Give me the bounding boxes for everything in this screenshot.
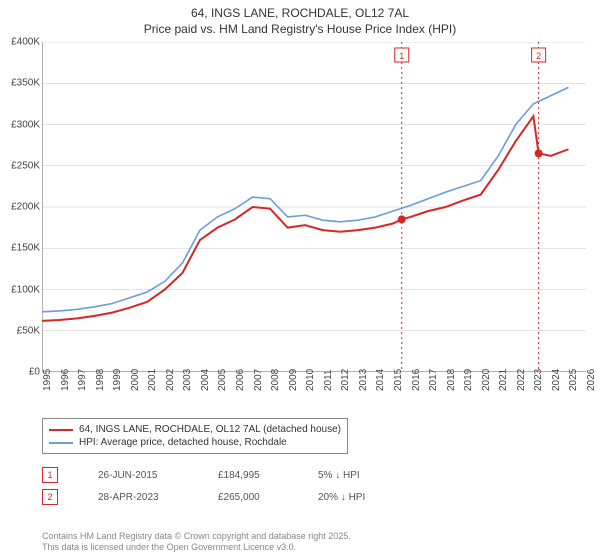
x-tick-label: 2001	[147, 369, 158, 391]
title-line1: 64, INGS LANE, ROCHDALE, OL12 7AL	[0, 6, 600, 22]
x-tick-label: 2023	[533, 369, 544, 391]
x-tick-label: 2013	[358, 369, 369, 391]
x-tick-label: 2014	[375, 369, 386, 391]
x-tick-label: 2019	[463, 369, 474, 391]
x-tick-label: 2004	[200, 369, 211, 391]
x-tick-label: 2024	[551, 369, 562, 391]
y-tick-label: £50K	[17, 325, 40, 336]
transaction-table: 1 26-JUN-2015 £184,995 5% ↓ HPI 2 28-APR-2023…	[42, 464, 408, 508]
title-line2: Price paid vs. HM Land Registry's House …	[0, 22, 600, 38]
y-tick-label: £200K	[11, 202, 40, 213]
x-tick-label: 1997	[77, 369, 88, 391]
x-tick-label: 2011	[323, 369, 334, 391]
legend-swatch	[49, 442, 73, 444]
y-tick-label: £0	[29, 367, 40, 378]
x-tick-label: 2025	[568, 369, 579, 391]
x-tick-label: 2016	[411, 369, 422, 391]
transaction-row: 2 28-APR-2023 £265,000 20% ↓ HPI	[42, 486, 408, 508]
legend-label: 64, INGS LANE, ROCHDALE, OL12 7AL (detac…	[79, 424, 341, 435]
x-tick-label: 1999	[112, 369, 123, 391]
x-tick-label: 2005	[217, 369, 228, 391]
x-tick-label: 2021	[498, 369, 509, 391]
transaction-price: £265,000	[218, 492, 278, 503]
footer-line2: This data is licensed under the Open Gov…	[42, 542, 351, 554]
transaction-marker: 2	[42, 489, 58, 505]
chart-plot-area: 12	[42, 42, 586, 372]
x-tick-label: 2010	[305, 369, 316, 391]
x-tick-label: 2000	[130, 369, 141, 391]
x-axis: 1995199619971998199920002001200220032004…	[42, 375, 586, 415]
x-tick-label: 2017	[428, 369, 439, 391]
title-block: 64, INGS LANE, ROCHDALE, OL12 7AL Price …	[0, 0, 600, 37]
footer: Contains HM Land Registry data © Crown c…	[42, 531, 351, 554]
legend-row: HPI: Average price, detached house, Roch…	[49, 436, 341, 449]
svg-text:1: 1	[399, 51, 404, 61]
x-tick-label: 2007	[253, 369, 264, 391]
y-axis: £0£50K£100K£150K£200K£250K£300K£350K£400…	[0, 42, 42, 372]
transaction-pct: 5% ↓ HPI	[318, 470, 408, 481]
y-tick-label: £400K	[11, 37, 40, 48]
footer-line1: Contains HM Land Registry data © Crown c…	[42, 531, 351, 543]
transaction-price: £184,995	[218, 470, 278, 481]
legend: 64, INGS LANE, ROCHDALE, OL12 7AL (detac…	[42, 418, 348, 454]
svg-text:2: 2	[536, 51, 541, 61]
x-tick-label: 2002	[165, 369, 176, 391]
chart-svg: 12	[42, 42, 586, 372]
x-tick-label: 1996	[60, 369, 71, 391]
legend-label: HPI: Average price, detached house, Roch…	[79, 437, 287, 448]
legend-swatch	[49, 429, 73, 431]
x-tick-label: 2015	[393, 369, 404, 391]
transaction-date: 26-JUN-2015	[98, 470, 178, 481]
x-tick-label: 2008	[270, 369, 281, 391]
legend-row: 64, INGS LANE, ROCHDALE, OL12 7AL (detac…	[49, 423, 341, 436]
chart-container: 64, INGS LANE, ROCHDALE, OL12 7AL Price …	[0, 0, 600, 560]
x-tick-label: 2018	[446, 369, 457, 391]
y-tick-label: £100K	[11, 284, 40, 295]
x-tick-label: 2022	[516, 369, 527, 391]
y-tick-label: £350K	[11, 78, 40, 89]
x-tick-label: 2006	[235, 369, 246, 391]
x-tick-label: 1998	[95, 369, 106, 391]
y-tick-label: £150K	[11, 243, 40, 254]
x-tick-label: 2003	[182, 369, 193, 391]
transaction-marker: 1	[42, 467, 58, 483]
x-tick-label: 2009	[288, 369, 299, 391]
transaction-date: 28-APR-2023	[98, 492, 178, 503]
y-tick-label: £250K	[11, 160, 40, 171]
x-tick-label: 2012	[340, 369, 351, 391]
x-tick-label: 2026	[586, 369, 597, 391]
y-tick-label: £300K	[11, 119, 40, 130]
x-tick-label: 2020	[481, 369, 492, 391]
transaction-pct: 20% ↓ HPI	[318, 492, 408, 503]
x-tick-label: 1995	[42, 369, 53, 391]
transaction-row: 1 26-JUN-2015 £184,995 5% ↓ HPI	[42, 464, 408, 486]
